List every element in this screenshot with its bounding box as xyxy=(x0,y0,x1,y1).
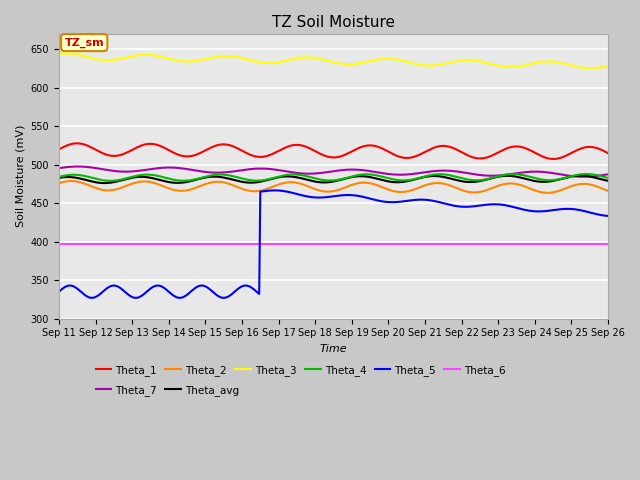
Theta_7 xyxy=(506,171,514,177)
Theta_avg xyxy=(593,175,601,181)
Theta_6 xyxy=(604,241,612,247)
Theta_1 xyxy=(383,148,390,154)
Theta_2 xyxy=(604,188,612,194)
Theta_6 xyxy=(505,241,513,247)
Theta_2 xyxy=(55,180,63,186)
Theta_7 xyxy=(353,167,361,173)
Theta_1 xyxy=(73,141,81,146)
Theta_2 xyxy=(383,186,390,192)
Theta_6 xyxy=(591,241,598,247)
Theta_6 xyxy=(352,241,360,247)
Theta_5 xyxy=(604,213,612,219)
X-axis label: Time: Time xyxy=(319,344,348,354)
Theta_1 xyxy=(317,151,324,157)
Theta_5 xyxy=(271,188,278,193)
Theta_5 xyxy=(593,211,601,217)
Theta_1 xyxy=(320,153,328,158)
Theta_avg xyxy=(55,175,63,181)
Theta_avg xyxy=(320,180,328,185)
Theta_2 xyxy=(317,188,324,194)
Theta_3 xyxy=(604,63,612,69)
Theta_1 xyxy=(549,156,557,162)
Line: Theta_7: Theta_7 xyxy=(59,167,608,177)
Y-axis label: Soil Moisture (mV): Soil Moisture (mV) xyxy=(15,125,25,228)
Theta_7 xyxy=(74,164,81,169)
Theta_4 xyxy=(582,171,590,177)
Line: Theta_avg: Theta_avg xyxy=(59,176,608,183)
Theta_7 xyxy=(383,171,390,177)
Text: TZ_sm: TZ_sm xyxy=(65,37,104,48)
Theta_4 xyxy=(107,178,115,184)
Theta_2 xyxy=(320,189,328,194)
Theta_6 xyxy=(319,241,327,247)
Theta_3 xyxy=(317,56,324,62)
Theta_2 xyxy=(506,180,514,186)
Theta_2 xyxy=(593,184,601,190)
Theta_3 xyxy=(506,64,514,70)
Theta_2 xyxy=(67,178,75,184)
Theta_6 xyxy=(55,241,63,247)
Theta_3 xyxy=(587,65,595,71)
Theta_4 xyxy=(593,172,601,178)
Theta_1 xyxy=(55,146,63,152)
Theta_1 xyxy=(353,146,361,152)
Title: TZ Soil Moisture: TZ Soil Moisture xyxy=(272,15,395,30)
Line: Theta_2: Theta_2 xyxy=(59,181,608,193)
Theta_1 xyxy=(593,145,601,151)
Theta_4 xyxy=(55,174,63,180)
Legend: Theta_7, Theta_avg: Theta_7, Theta_avg xyxy=(92,381,244,400)
Theta_avg xyxy=(577,173,584,179)
Theta_3 xyxy=(320,57,328,63)
Theta_4 xyxy=(320,177,328,183)
Line: Theta_1: Theta_1 xyxy=(59,144,608,159)
Line: Theta_3: Theta_3 xyxy=(59,53,608,68)
Theta_6 xyxy=(316,241,324,247)
Theta_6 xyxy=(382,241,390,247)
Theta_7 xyxy=(593,173,601,179)
Theta_5 xyxy=(318,194,326,200)
Theta_5 xyxy=(508,204,515,209)
Theta_avg xyxy=(383,178,390,184)
Theta_7 xyxy=(579,174,587,180)
Theta_7 xyxy=(55,165,63,171)
Theta_5 xyxy=(321,194,329,200)
Theta_avg xyxy=(100,180,108,186)
Theta_5 xyxy=(384,199,392,205)
Theta_5 xyxy=(55,289,63,295)
Theta_3 xyxy=(593,65,601,71)
Theta_1 xyxy=(506,144,514,150)
Theta_3 xyxy=(55,51,63,57)
Theta_7 xyxy=(317,170,324,176)
Line: Theta_5: Theta_5 xyxy=(59,191,608,298)
Theta_avg xyxy=(604,178,612,184)
Theta_7 xyxy=(320,169,328,175)
Theta_2 xyxy=(353,180,361,186)
Theta_avg xyxy=(506,173,514,179)
Theta_1 xyxy=(604,150,612,156)
Theta_avg xyxy=(353,173,361,179)
Theta_2 xyxy=(544,190,552,196)
Theta_3 xyxy=(353,61,361,67)
Theta_3 xyxy=(61,50,69,56)
Theta_avg xyxy=(317,180,324,185)
Theta_4 xyxy=(353,172,361,178)
Theta_4 xyxy=(604,175,612,181)
Theta_4 xyxy=(506,171,514,177)
Theta_5 xyxy=(355,193,362,199)
Theta_3 xyxy=(383,56,390,61)
Theta_4 xyxy=(383,175,390,181)
Theta_4 xyxy=(317,177,324,182)
Theta_7 xyxy=(604,171,612,177)
Theta_5 xyxy=(88,295,96,301)
Line: Theta_4: Theta_4 xyxy=(59,174,608,181)
